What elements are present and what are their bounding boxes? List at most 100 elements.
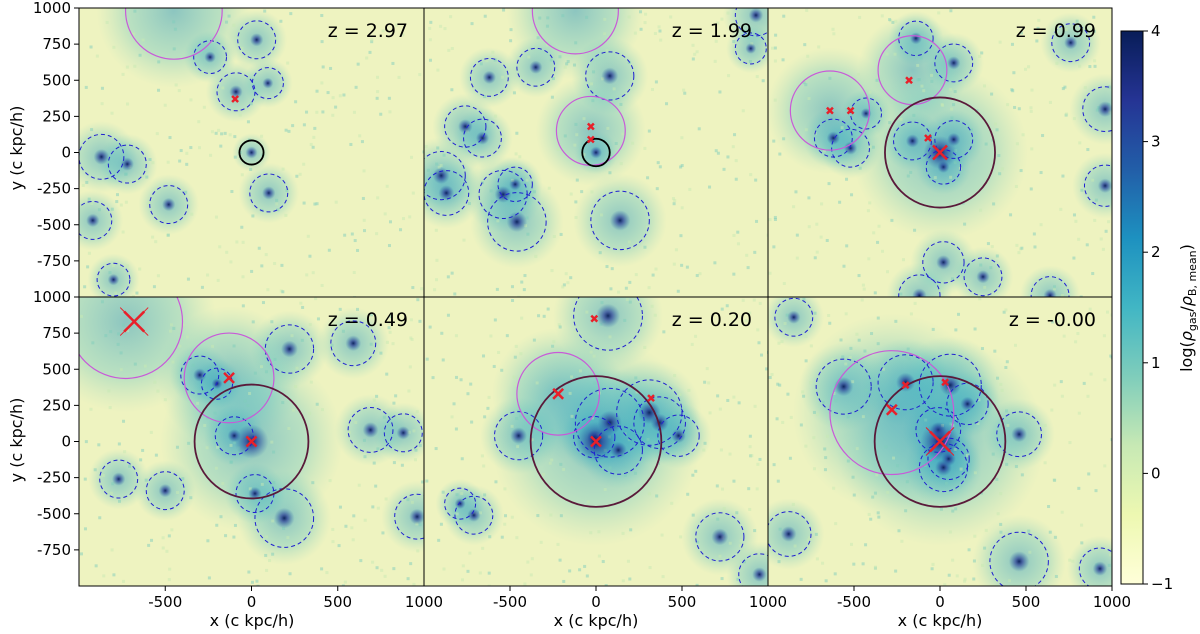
progenitor-circle [516,351,601,436]
gas-core [475,131,490,145]
gas-speckle [842,264,846,268]
main-halo-circle [529,375,663,508]
gas-speckle [402,217,406,221]
gas-speckle [563,134,567,138]
gas-speckle [215,523,219,527]
gas-speckle [586,500,590,504]
gas-speckle [229,460,233,464]
gas-speckle [884,445,888,449]
satellite-circle [497,166,533,202]
gas-speckle [714,149,718,153]
gas-speckle [148,158,152,162]
gas-speckle [679,234,683,238]
gas-speckle [121,230,125,234]
gas-speckle [536,514,540,518]
gas-speckle [864,388,868,392]
gas-cores [432,8,764,233]
gas-speckle [206,539,210,543]
gas-speckle [139,458,143,462]
colorbar-label: log(ρgas/ρB, mean) [1177,244,1199,372]
gas-speckle [233,135,237,139]
gas-speckle [435,258,439,262]
gas-speckle [770,372,774,376]
satellite-circle [1030,276,1070,297]
gas-speckle [305,110,309,114]
gas-speckle [182,323,186,327]
x-tick-label: 0 [935,593,945,611]
gas-speckle [735,511,739,515]
x-tick-label: 500 [1012,593,1041,611]
gas-speckle [972,577,976,581]
gas-speckle [643,146,647,150]
gas-speckle [575,133,579,137]
gas-speckle [760,353,764,357]
gas-speckle [680,164,684,168]
gas-speckle [972,559,976,563]
gas-speckle [978,297,982,301]
gas-speckle [520,316,524,320]
gas-speckle [991,452,995,456]
progenitor-circle [789,70,871,151]
gas-speckle [294,385,298,389]
gas-speckle [901,258,905,262]
progenitor-circle [183,332,275,424]
gas-speckle [984,528,988,532]
gas-speckle [169,323,173,327]
gas-speckle [1028,550,1032,554]
gas-speckle [768,376,772,380]
gas-speckle [342,93,346,97]
y-tick-label: -750 [37,541,71,559]
gas-speckle [949,175,953,179]
gas-speckle [726,398,730,402]
y-tick-label: -750 [37,252,71,270]
y-tick-label: 1000 [33,288,71,306]
gas-speckle [568,391,572,395]
gas-speckle [392,401,396,405]
gas-speckle [877,224,881,228]
gas-speckle [893,52,897,56]
gas-speckle [126,102,130,106]
gas-speckle [995,254,999,258]
gas-speckle [834,522,838,526]
gas-core [204,51,216,63]
gas-speckle [500,535,504,539]
gas-speckle [218,245,222,249]
gas-speckle [163,398,167,402]
gas-speckle [551,77,555,81]
gas-speckle [328,479,332,483]
gas-speckle [604,584,608,586]
gas-speckle [311,271,315,275]
gas-speckle [513,382,517,386]
gas-speckle [79,552,83,556]
gas-speckle [308,323,312,327]
gas-speckle [753,404,757,408]
gas-speckle [574,41,578,45]
gas-speckle [741,109,745,113]
satellite-circle [657,414,700,457]
gas-speckle [569,276,573,280]
center-marker-halo [925,427,955,456]
gas-speckle [795,256,799,260]
gas-speckle [230,190,234,194]
gas-speckle [815,250,819,254]
gas-speckle [648,566,652,570]
gas-speckle [578,369,582,373]
gas-speckle [224,534,228,538]
satellite-circle [193,40,227,75]
gas-speckle [352,110,356,114]
gas-speckle [813,311,817,315]
gas-speckle [809,381,813,385]
y-tick-label: 0 [61,144,71,162]
gas-core [826,131,840,145]
gas-speckle [1039,223,1043,227]
gas-speckle [805,8,809,12]
gas-speckle [117,499,121,503]
satellite-circle [487,192,547,252]
gas-speckle [466,392,470,396]
gas-core [529,60,543,74]
gas-speckle [565,62,569,66]
gas-speckle [1041,134,1045,138]
gas-speckle [197,146,201,150]
gas-speckle [205,446,209,450]
gas-speckle [315,202,319,206]
